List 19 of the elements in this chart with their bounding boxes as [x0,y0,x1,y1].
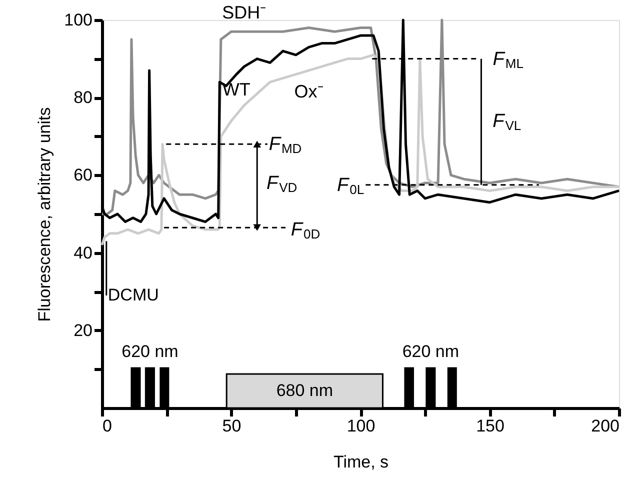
band-label: 620 nm [402,342,460,361]
x-axis-title: Time, s [333,452,389,472]
y-tick-label: 60 [74,166,92,185]
y-tick-label: 100 [64,10,92,30]
y-axis-title: Fluorescence, arbitrary units [35,107,54,322]
annotation: DCMU [108,285,159,304]
x-tick-label: 50 [222,416,242,436]
y-tick-label: 80 [74,88,92,108]
series-label: WT [222,79,250,100]
x-tick-label: 200 [591,416,620,436]
series-label: SDH⁻ [222,2,266,23]
x-tick-label: 100 [346,416,376,436]
band-label: 680 nm [276,381,334,400]
x-tick-label: 150 [476,416,504,436]
band-label: 620 nm [122,342,178,361]
x-tick-label: 0 [102,416,112,436]
y-tick-label: 40 [74,243,92,262]
series-label: Ox⁻ [294,81,324,102]
y-tick-label: 20 [74,320,92,340]
